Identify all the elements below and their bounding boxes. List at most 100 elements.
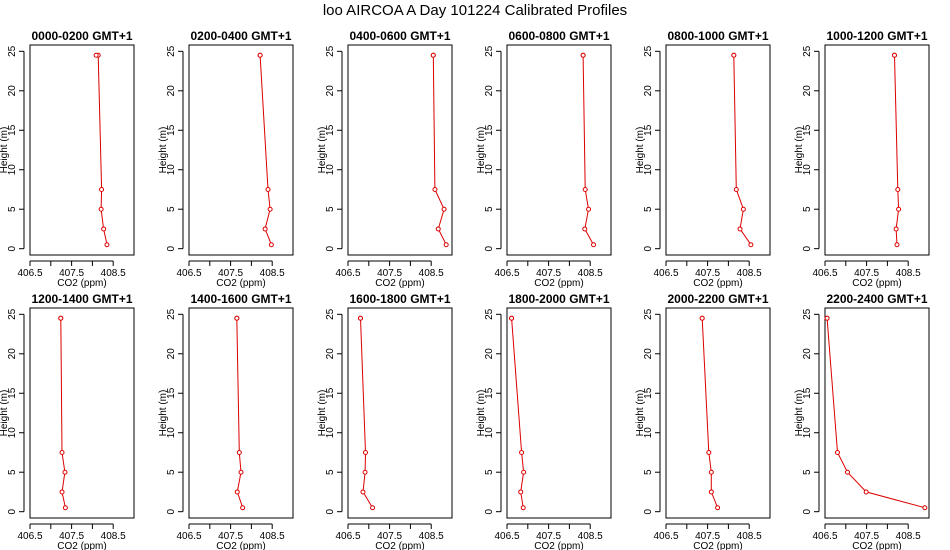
panel-2-y-tick-label: 10 <box>166 164 177 176</box>
panel-9-y-tick-label: 10 <box>325 427 336 439</box>
panel-3-frame <box>347 44 453 256</box>
panel-4-title: 0600-0800 GMT+1 <box>508 29 609 43</box>
panel-7-title: 1200-1400 GMT+1 <box>31 292 132 306</box>
panel-4-x-axis-label: CO2 (ppm) <box>534 278 583 289</box>
panel-7-y-tick-label: 0 <box>7 508 18 514</box>
panel-4-x-tick-label: 408.5 <box>578 268 603 279</box>
panel-10-data-point <box>509 315 515 321</box>
panel-12-y-tick-label: 15 <box>802 387 813 399</box>
panel-3-data-point <box>443 242 449 248</box>
panel-6-series-line <box>894 55 900 245</box>
panel-2-y-tick-label: 15 <box>166 124 177 136</box>
panel-5-y-tick-label: 0 <box>643 245 654 251</box>
panel-5-data-point <box>740 206 746 212</box>
panel-6-y-tick-label: 25 <box>802 45 813 57</box>
panel-10-data-point <box>521 469 527 475</box>
panel-11-y-tick-label: 25 <box>643 308 654 320</box>
panel-11-y-tick-label: 15 <box>643 387 654 399</box>
panel-8-x-tick-label: 407.5 <box>218 531 243 542</box>
panel-7-frame <box>29 307 135 519</box>
panel-4-x-tick-label: 407.5 <box>536 268 561 279</box>
panel-2-data-point <box>268 242 274 248</box>
panel-3-title: 0400-0600 GMT+1 <box>349 29 450 43</box>
panel-5-y-axis-label: Height (m) <box>635 127 646 174</box>
panel-1-x-tick-label: 407.5 <box>59 268 84 279</box>
panel-1-data-point <box>93 52 99 58</box>
panel-12-y-tick-label: 5 <box>802 469 813 475</box>
panel-2-x-tick-label: 406.5 <box>176 268 201 279</box>
panel-5-x-tick-label: 406.5 <box>653 268 678 279</box>
panel-5-series-line <box>733 55 752 245</box>
panel-5-data-point <box>737 226 743 232</box>
panel-1-series-line <box>96 54 108 245</box>
panel-8-data-point <box>234 489 240 495</box>
panel-2-y-tick-label: 20 <box>166 85 177 97</box>
panel-3-y-tick-label: 25 <box>325 45 336 57</box>
panel-10-frame <box>506 307 612 519</box>
panel-1-data-point <box>104 242 110 248</box>
panel-1-data-point <box>101 226 107 232</box>
panel-11-data-point <box>708 489 714 495</box>
panel-3-x-tick-label: 407.5 <box>377 268 402 279</box>
panel-9-frame <box>347 307 453 519</box>
panel-5-data-point <box>748 242 754 248</box>
panel-4-y-tick-label: 15 <box>484 124 495 136</box>
panel-1-title: 0000-0200 GMT+1 <box>31 29 132 43</box>
panel-10-x-tick-label: 408.5 <box>578 531 603 542</box>
panel-12-x-tick-label: 406.5 <box>812 531 837 542</box>
panel-12-y-tick-label: 0 <box>802 508 813 514</box>
panel-8-y-tick-label: 25 <box>166 308 177 320</box>
panel-3-data-point <box>435 226 441 232</box>
panel-10-data-point <box>519 449 525 455</box>
panel-8-data-point <box>240 505 246 511</box>
panel-10-y-tick-label: 0 <box>484 508 495 514</box>
panel-12-data-point <box>863 489 869 495</box>
panel-3-y-tick-label: 10 <box>325 164 336 176</box>
panel-11-y-axis-label: Height (m) <box>635 390 646 437</box>
panel-1-y-tick-label: 0 <box>7 245 18 251</box>
panel-3-y-tick-label: 5 <box>325 206 336 212</box>
panel-6-y-axis-label: Height (m) <box>794 127 805 174</box>
panel-8-title: 1400-1600 GMT+1 <box>190 292 291 306</box>
panel-10-y-tick-label: 5 <box>484 469 495 475</box>
panel-8-x-axis-label: CO2 (ppm) <box>216 541 265 550</box>
panel-9-y-tick-label: 25 <box>325 308 336 320</box>
panel-8-y-axis-label: Height (m) <box>158 390 169 437</box>
panel-8-y-tick-label: 0 <box>166 508 177 514</box>
panel-7-data-point <box>58 315 64 321</box>
panel-4-data-point <box>586 206 592 212</box>
panel-11-data-point <box>699 315 705 321</box>
panel-1-y-axis-label: Height (m) <box>0 127 10 174</box>
panel-1-x-tick-label: 406.5 <box>17 268 42 279</box>
panel-6-data-point <box>895 186 901 192</box>
panel-10-data-point <box>520 505 526 511</box>
panel-7-y-tick-label: 25 <box>7 308 18 320</box>
panel-12-x-tick-label: 407.5 <box>854 531 879 542</box>
panel-11-y-tick-label: 5 <box>643 469 654 475</box>
panel-5-y-tick-label: 25 <box>643 45 654 57</box>
panel-6-frame <box>824 44 930 256</box>
panel-10-title: 1800-2000 GMT+1 <box>508 292 609 306</box>
panel-10-y-tick-label: 25 <box>484 308 495 320</box>
panel-4-data-point <box>580 52 586 58</box>
panel-11-x-tick-label: 406.5 <box>653 531 678 542</box>
panel-9-y-axis-label: Height (m) <box>317 390 328 437</box>
panel-12-data-point <box>824 315 830 321</box>
panel-5-y-tick-label: 20 <box>643 85 654 97</box>
panel-1-data-point <box>99 186 105 192</box>
panel-3-data-point <box>441 206 447 212</box>
panel-3-y-tick-label: 15 <box>325 124 336 136</box>
panel-7-y-tick-label: 15 <box>7 387 18 399</box>
panel-9-x-tick-label: 408.5 <box>419 531 444 542</box>
panel-10-series-line <box>511 318 525 508</box>
panel-11-x-axis-label: CO2 (ppm) <box>693 541 742 550</box>
panel-7-data-point <box>62 469 68 475</box>
panel-11-series-line <box>701 318 719 508</box>
panel-1-y-tick-label: 10 <box>7 164 18 176</box>
panel-2-x-tick-label: 407.5 <box>218 268 243 279</box>
panel-6-y-tick-label: 20 <box>802 85 813 97</box>
panel-12-series-line <box>826 318 925 509</box>
panel-10-x-axis-label: CO2 (ppm) <box>534 541 583 550</box>
panel-5-frame <box>665 44 771 256</box>
